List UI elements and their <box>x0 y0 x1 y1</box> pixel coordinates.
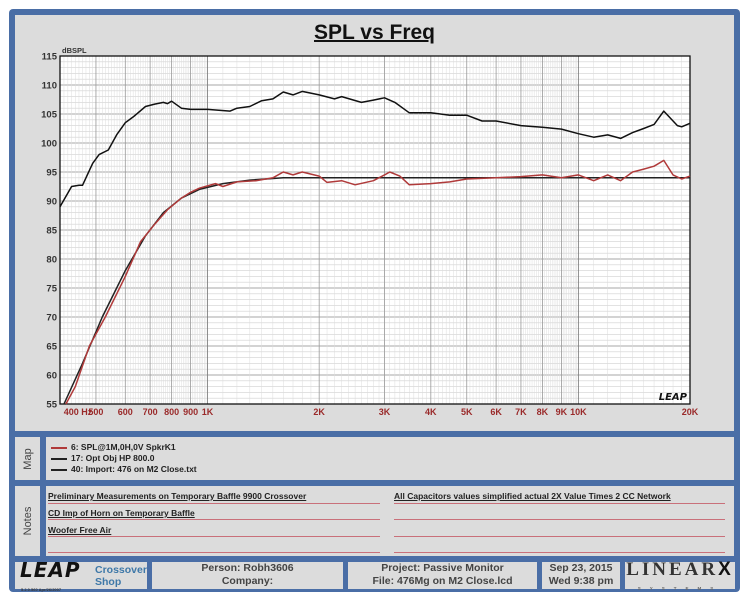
svg-text:55: 55 <box>46 400 57 411</box>
svg-text:500: 500 <box>88 407 103 417</box>
file-text: File: 476Mg on M2 Close.lcd <box>372 575 513 587</box>
svg-text:10K: 10K <box>570 407 587 417</box>
svg-text:6K: 6K <box>490 407 502 417</box>
note-left-1[interactable]: CD Imp of Horn on Temporary Baffle <box>48 508 195 518</box>
version-text: 5.2.0.560 Apr/26/2007 <box>21 587 62 592</box>
svg-text:65: 65 <box>46 342 57 353</box>
svg-text:4K: 4K <box>425 407 437 417</box>
notes-tab[interactable]: Notes <box>15 486 46 556</box>
svg-text:90: 90 <box>46 197 57 208</box>
map-tab[interactable]: Map <box>15 437 46 480</box>
legend-item[interactable]: 6: SPL@1M,0H,0V SpkrK1 <box>51 442 197 453</box>
svg-text:105: 105 <box>41 110 58 121</box>
date-text: Sep 23, 2015 <box>549 562 613 574</box>
svg-text:2K: 2K <box>313 407 325 417</box>
project-cell: Project: Passive Monitor File: 476Mg on … <box>348 562 537 589</box>
svg-text:100: 100 <box>41 139 57 150</box>
svg-text:110: 110 <box>42 81 57 92</box>
legend-swatch-0 <box>51 446 67 449</box>
svg-text:85: 85 <box>46 226 57 237</box>
svg-text:700: 700 <box>143 407 158 417</box>
linearx-logo-cell: LINEARX SYSTEMS <box>625 559 735 591</box>
svg-text:5K: 5K <box>461 407 473 417</box>
svg-text:7K: 7K <box>515 407 527 417</box>
legend-item[interactable]: 40: Import: 476 on M2 Close.txt <box>51 464 197 475</box>
chart-title: SPL vs Freq <box>314 21 435 44</box>
svg-text:70: 70 <box>46 313 57 324</box>
time-text: Wed 9:38 pm <box>548 575 614 587</box>
notes-panel: Notes Preliminary Measurements on Tempor… <box>15 486 734 556</box>
legend-swatch-2 <box>51 468 67 471</box>
legend-item[interactable]: 17: Opt Obj HP 800.0 <box>51 453 197 464</box>
datetime-cell: Sep 23, 2015 Wed 9:38 pm <box>542 562 620 589</box>
leap-logo: LEAP <box>20 558 81 582</box>
legend-swatch-1 <box>51 457 67 460</box>
note-left-2[interactable]: Woofer Free Air <box>48 525 112 535</box>
svg-text:8K: 8K <box>537 407 549 417</box>
project-text: Project: Passive Monitor <box>381 562 504 574</box>
note-right-0[interactable]: All Capacitors values simplified actual … <box>394 491 671 501</box>
svg-text:400 Hz: 400 Hz <box>64 407 93 417</box>
svg-text:9K: 9K <box>556 407 568 417</box>
svg-text:dBSPL: dBSPL <box>62 46 87 55</box>
svg-text:95: 95 <box>46 168 57 179</box>
linearx-systems: SYSTEMS <box>637 586 723 591</box>
legend: 6: SPL@1M,0H,0V SpkrK1 17: Opt Obj HP 80… <box>51 442 197 475</box>
svg-text:LEAP: LEAP <box>659 392 688 403</box>
svg-text:1K: 1K <box>202 407 214 417</box>
company-text: Company: <box>221 575 274 587</box>
spl-chart: 55 60 65 70 75 80 85 90 95 100 105 110 115 dBSPL 400 H… <box>41 46 699 417</box>
person-text: Person: Robh3606 <box>201 562 294 574</box>
crossover-shop-label: Crossover Shop <box>95 564 147 588</box>
svg-text:900: 900 <box>183 407 198 417</box>
svg-text:600: 600 <box>118 407 133 417</box>
svg-text:115: 115 <box>42 52 58 63</box>
map-panel: Map 6: SPL@1M,0H,0V SpkrK1 17: Opt Obj H… <box>15 437 734 480</box>
svg-text:20K: 20K <box>682 407 699 417</box>
svg-text:800: 800 <box>164 407 179 417</box>
svg-text:3K: 3K <box>379 407 391 417</box>
svg-text:75: 75 <box>46 284 57 295</box>
leap-logo-cell: LEAP 5.2.0.560 Apr/26/2007 Crossover Shop <box>15 558 147 592</box>
svg-text:60: 60 <box>46 371 57 382</box>
person-cell: Person: Robh3606 Company: <box>152 562 343 589</box>
note-left-0[interactable]: Preliminary Measurements on Temporary Ba… <box>48 491 307 501</box>
linearx-logo: LINEARX <box>626 559 734 580</box>
svg-text:80: 80 <box>46 255 57 266</box>
